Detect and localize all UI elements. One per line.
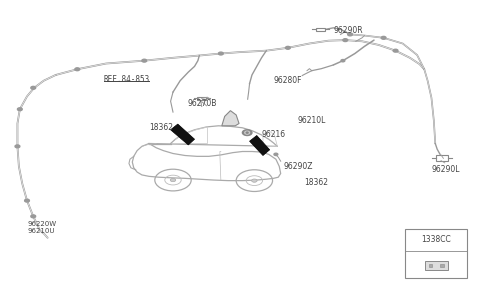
Circle shape [17,108,22,111]
Circle shape [393,49,398,52]
Circle shape [286,46,290,49]
Circle shape [170,179,176,182]
Bar [436,155,448,161]
Text: REF.84-853: REF.84-853 [104,75,150,84]
Bar [425,261,448,270]
Text: 96290R: 96290R [333,26,363,35]
Circle shape [381,36,386,39]
Polygon shape [222,111,239,126]
Bar [316,28,325,31]
Circle shape [31,215,36,218]
Text: 96210U: 96210U [27,228,55,234]
Circle shape [15,145,20,148]
Circle shape [348,33,352,36]
Bar [440,264,444,267]
Text: 96290Z: 96290Z [283,162,312,171]
Circle shape [252,179,257,182]
Text: 96216: 96216 [262,130,286,139]
Circle shape [246,132,248,133]
Text: 96220W: 96220W [27,221,56,227]
Bar [197,97,206,100]
Circle shape [218,52,223,55]
Polygon shape [250,135,270,156]
Text: 96270B: 96270B [187,99,217,108]
Circle shape [343,39,348,42]
Text: 18362: 18362 [305,178,329,187]
Circle shape [75,68,80,71]
Circle shape [242,130,252,135]
Circle shape [245,131,250,134]
Circle shape [31,86,36,89]
Circle shape [341,59,345,62]
Bar [405,229,468,278]
Text: 18362: 18362 [149,123,173,132]
Text: 96290L: 96290L [432,165,460,174]
Text: 1338CC: 1338CC [421,235,451,244]
Circle shape [274,153,278,156]
Circle shape [142,59,147,62]
Text: 96210L: 96210L [298,116,326,125]
Bar [429,264,432,267]
Polygon shape [170,124,194,145]
Circle shape [24,199,29,202]
Text: 96280F: 96280F [274,76,302,85]
